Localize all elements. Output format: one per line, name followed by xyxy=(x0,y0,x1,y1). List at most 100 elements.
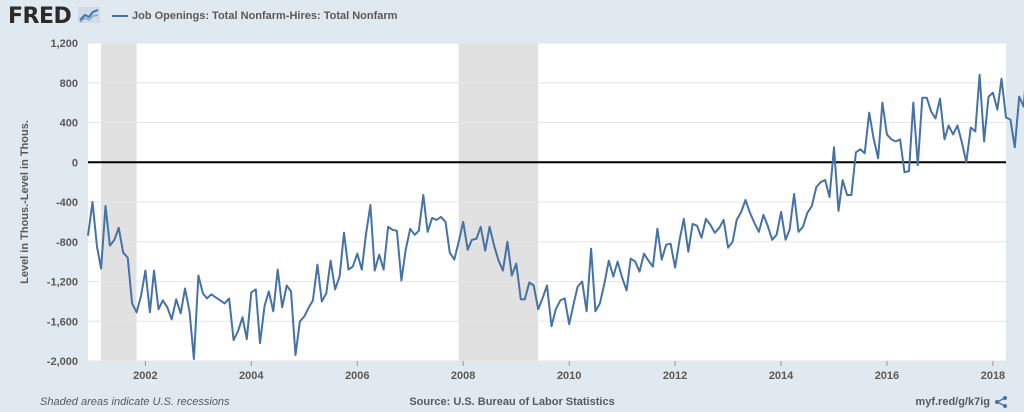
series-point xyxy=(850,194,852,196)
series-point xyxy=(444,221,446,223)
series-point xyxy=(952,133,954,135)
series-point xyxy=(382,268,384,270)
series-point xyxy=(396,230,398,232)
series-point xyxy=(537,308,539,310)
series-point xyxy=(405,249,407,251)
series-point xyxy=(771,239,773,241)
series-point xyxy=(290,290,292,292)
series-point xyxy=(237,330,239,332)
series-point xyxy=(197,274,199,276)
series-point xyxy=(894,140,896,142)
series-point xyxy=(855,151,857,153)
series-point xyxy=(978,74,980,76)
series-point xyxy=(277,268,279,270)
series-point xyxy=(599,302,601,304)
series-point xyxy=(581,280,583,282)
series-point xyxy=(744,199,746,201)
series-point xyxy=(506,241,508,243)
series-point xyxy=(100,267,102,269)
series-point xyxy=(175,298,177,300)
source-text: Source: U.S. Bureau of Labor Statistics xyxy=(409,396,615,408)
series-point xyxy=(643,253,645,255)
series-point xyxy=(612,275,614,277)
series-point xyxy=(603,282,605,284)
series-point xyxy=(841,179,843,181)
series-point xyxy=(511,274,513,276)
series-point xyxy=(387,226,389,228)
series-point xyxy=(943,138,945,140)
series-point xyxy=(678,239,680,241)
series-point xyxy=(184,287,186,289)
series-point xyxy=(687,251,689,253)
series-point xyxy=(767,225,769,227)
series-point xyxy=(223,302,225,304)
legend-label: Job Openings: Total Nonfarm-Hires: Total… xyxy=(132,10,398,22)
series-point xyxy=(908,170,910,172)
series-point xyxy=(824,179,826,181)
series-point xyxy=(859,148,861,150)
series-point xyxy=(171,318,173,320)
series-point xyxy=(780,211,782,213)
grid-lines xyxy=(88,42,1006,362)
series-point xyxy=(974,130,976,132)
series-point xyxy=(303,315,305,317)
series-point xyxy=(996,108,998,110)
series-point xyxy=(431,217,433,219)
x-tick-label: 2014 xyxy=(769,370,794,382)
series-point xyxy=(1000,78,1002,80)
series-point xyxy=(471,239,473,241)
series-point xyxy=(727,247,729,249)
series-point xyxy=(294,354,296,356)
series-point xyxy=(705,218,707,220)
series-point xyxy=(462,221,464,223)
series-point xyxy=(188,310,190,312)
series-point xyxy=(263,305,265,307)
series-point xyxy=(806,212,808,214)
series-point xyxy=(559,299,561,301)
series-point xyxy=(378,254,380,256)
series-point xyxy=(391,229,393,231)
series-point xyxy=(802,226,804,228)
series-point xyxy=(488,226,490,228)
series-point xyxy=(87,235,89,237)
series-point xyxy=(718,227,720,229)
series-point xyxy=(546,284,548,286)
series-point xyxy=(246,338,248,340)
series-point xyxy=(961,141,963,143)
x-tick-labels: 2002 2004 2006 2008 2010 2012 2014 2016 2018 xyxy=(133,361,1005,382)
series-point xyxy=(797,231,799,233)
series-point xyxy=(206,297,208,299)
series-point xyxy=(820,181,822,183)
short-url[interactable]: myf.red/g/k7ig xyxy=(915,396,990,408)
series-point xyxy=(634,260,636,262)
series-point xyxy=(356,253,358,255)
series-point xyxy=(881,101,883,103)
series-point xyxy=(886,133,888,135)
series-point xyxy=(321,300,323,302)
series-point xyxy=(338,275,340,277)
series-point xyxy=(96,246,98,248)
series-point xyxy=(135,311,137,313)
series-point xyxy=(926,97,928,99)
y-tick-label: -2,000 xyxy=(47,356,78,368)
series-point xyxy=(497,259,499,261)
series-point xyxy=(608,259,610,261)
share-icon[interactable] xyxy=(994,395,1008,409)
fred-logo: FRED xyxy=(8,4,72,29)
y-axis-label: Level in Thous.-Level in Thous. xyxy=(19,120,31,284)
series-point xyxy=(502,269,504,271)
series-point xyxy=(912,101,914,103)
series-point xyxy=(665,244,667,246)
series-point xyxy=(325,292,327,294)
series-point xyxy=(833,146,835,148)
x-tick-label: 2012 xyxy=(663,370,687,382)
series-point xyxy=(369,204,371,206)
series-point xyxy=(467,249,469,251)
series-point xyxy=(700,237,702,239)
y-tick-label: -400 xyxy=(56,197,78,209)
x-tick-label: 2008 xyxy=(451,370,475,382)
series-point xyxy=(573,302,575,304)
series-point xyxy=(652,265,654,267)
series-point xyxy=(788,229,790,231)
